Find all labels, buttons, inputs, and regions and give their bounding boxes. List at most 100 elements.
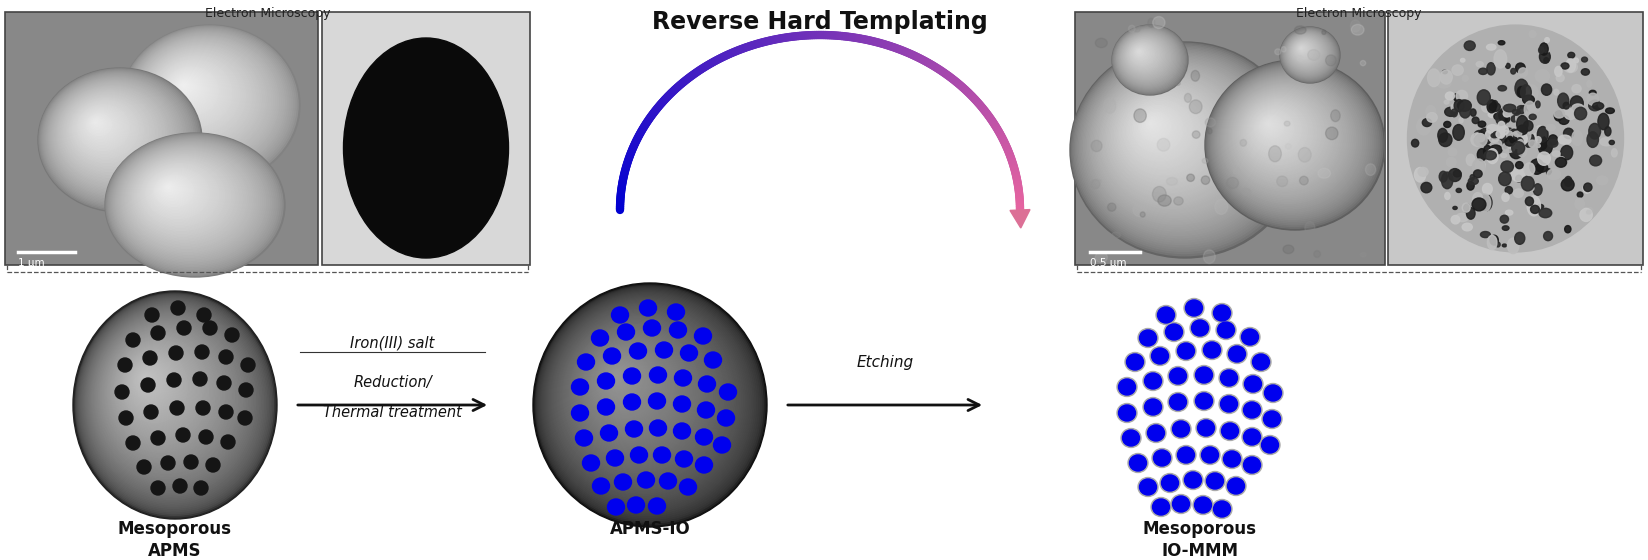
Ellipse shape	[1292, 39, 1317, 63]
Ellipse shape	[606, 450, 623, 466]
Ellipse shape	[592, 348, 661, 420]
Ellipse shape	[1589, 123, 1600, 139]
Ellipse shape	[1467, 181, 1475, 190]
Ellipse shape	[1129, 41, 1157, 68]
Ellipse shape	[1276, 49, 1280, 55]
Ellipse shape	[1490, 235, 1498, 245]
Ellipse shape	[1528, 100, 1541, 113]
Ellipse shape	[1505, 186, 1513, 194]
Ellipse shape	[1457, 100, 1472, 111]
Ellipse shape	[96, 318, 236, 475]
Ellipse shape	[547, 298, 743, 502]
Ellipse shape	[119, 346, 194, 430]
Ellipse shape	[1195, 391, 1215, 410]
Ellipse shape	[1572, 85, 1580, 93]
Ellipse shape	[105, 134, 283, 276]
Ellipse shape	[1562, 102, 1569, 109]
Ellipse shape	[1121, 94, 1205, 172]
Ellipse shape	[166, 185, 171, 190]
Ellipse shape	[1285, 32, 1330, 74]
Ellipse shape	[667, 304, 684, 320]
Ellipse shape	[587, 342, 669, 430]
Ellipse shape	[87, 115, 110, 134]
Ellipse shape	[1454, 100, 1463, 111]
Ellipse shape	[1211, 500, 1233, 519]
Ellipse shape	[109, 334, 211, 449]
Ellipse shape	[153, 174, 196, 208]
Ellipse shape	[1516, 115, 1528, 132]
Ellipse shape	[1299, 147, 1312, 162]
Ellipse shape	[600, 425, 618, 441]
Ellipse shape	[1322, 30, 1327, 35]
Ellipse shape	[1539, 50, 1551, 63]
Ellipse shape	[1467, 154, 1475, 166]
Ellipse shape	[1472, 159, 1485, 176]
Ellipse shape	[1193, 496, 1213, 515]
Ellipse shape	[1221, 76, 1356, 203]
Ellipse shape	[1132, 45, 1150, 62]
Ellipse shape	[1117, 377, 1137, 396]
Ellipse shape	[1224, 79, 1350, 198]
Ellipse shape	[1450, 109, 1457, 117]
Ellipse shape	[1203, 342, 1221, 358]
Ellipse shape	[537, 288, 760, 519]
Ellipse shape	[623, 368, 641, 384]
Ellipse shape	[221, 435, 236, 449]
Ellipse shape	[145, 167, 211, 220]
Ellipse shape	[1605, 108, 1615, 114]
Ellipse shape	[84, 305, 257, 498]
Ellipse shape	[102, 325, 224, 463]
Ellipse shape	[1485, 130, 1491, 139]
Ellipse shape	[135, 39, 272, 162]
Ellipse shape	[1152, 186, 1167, 202]
Ellipse shape	[206, 458, 219, 472]
Ellipse shape	[1475, 134, 1486, 146]
Ellipse shape	[1101, 73, 1243, 206]
Ellipse shape	[1498, 41, 1505, 45]
Ellipse shape	[1168, 366, 1188, 385]
Ellipse shape	[714, 437, 730, 453]
Ellipse shape	[1269, 146, 1282, 162]
Ellipse shape	[1478, 128, 1491, 145]
Ellipse shape	[626, 421, 643, 437]
Ellipse shape	[56, 85, 168, 184]
Ellipse shape	[1501, 153, 1506, 157]
Ellipse shape	[63, 91, 158, 175]
Ellipse shape	[1241, 329, 1259, 345]
Ellipse shape	[1228, 344, 1248, 363]
Ellipse shape	[48, 77, 185, 197]
Ellipse shape	[1472, 198, 1486, 211]
Ellipse shape	[94, 315, 241, 480]
Ellipse shape	[1493, 132, 1506, 141]
Ellipse shape	[1508, 238, 1519, 254]
Ellipse shape	[86, 306, 255, 496]
Ellipse shape	[1126, 38, 1163, 73]
Ellipse shape	[1454, 207, 1457, 209]
Ellipse shape	[112, 139, 272, 267]
Ellipse shape	[143, 405, 158, 419]
Ellipse shape	[69, 97, 145, 164]
Ellipse shape	[1239, 94, 1323, 174]
Ellipse shape	[125, 151, 246, 247]
Ellipse shape	[74, 102, 135, 155]
Ellipse shape	[1280, 28, 1338, 81]
Ellipse shape	[166, 70, 213, 110]
Ellipse shape	[1211, 304, 1233, 323]
Ellipse shape	[1076, 49, 1287, 247]
Ellipse shape	[1172, 421, 1190, 437]
Ellipse shape	[152, 172, 199, 211]
Ellipse shape	[133, 157, 232, 236]
Ellipse shape	[1178, 343, 1195, 359]
Ellipse shape	[1147, 119, 1159, 130]
Ellipse shape	[1559, 135, 1572, 144]
Ellipse shape	[1513, 136, 1523, 150]
Ellipse shape	[1241, 139, 1246, 146]
Ellipse shape	[1210, 64, 1378, 223]
Ellipse shape	[125, 353, 183, 417]
Ellipse shape	[582, 338, 677, 437]
Ellipse shape	[155, 58, 236, 130]
Ellipse shape	[49, 79, 181, 194]
Ellipse shape	[1473, 193, 1483, 207]
Ellipse shape	[1114, 87, 1218, 184]
Ellipse shape	[597, 353, 651, 410]
